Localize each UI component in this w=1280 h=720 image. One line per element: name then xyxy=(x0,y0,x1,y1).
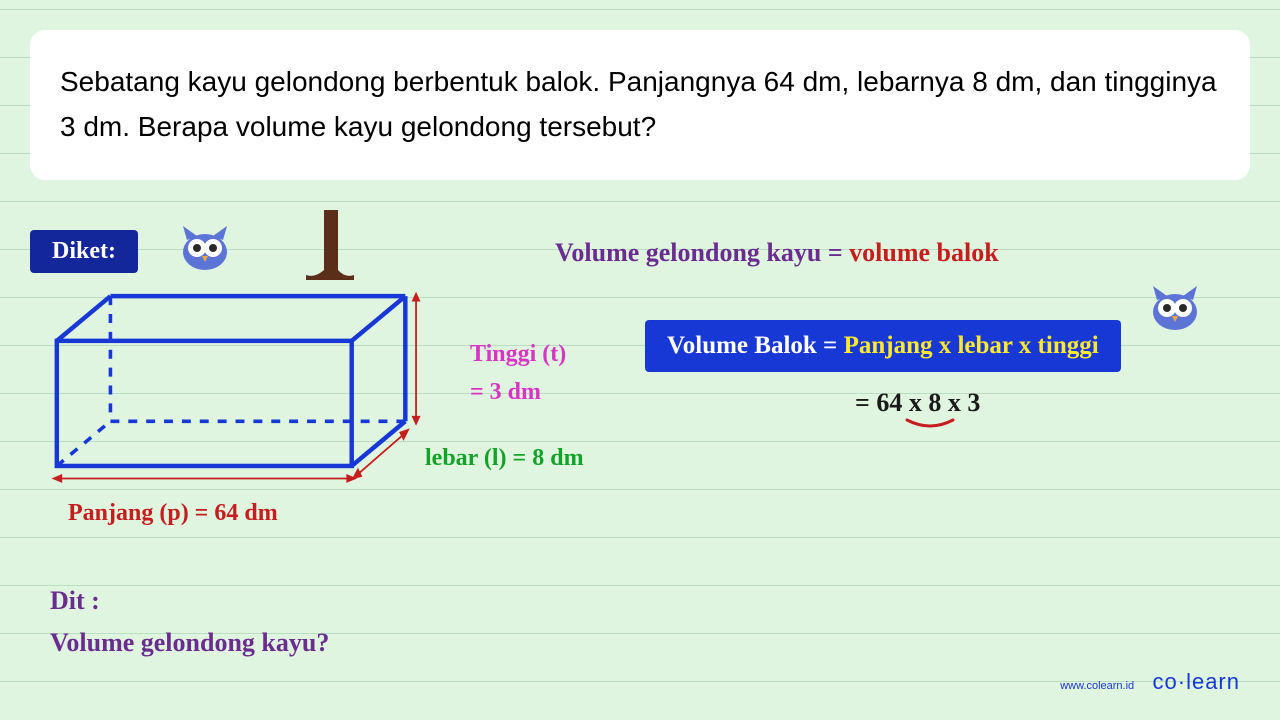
question-text: Sebatang kayu gelondong berbentuk balok.… xyxy=(60,66,1217,142)
formula-title-left: Volume gelondong kayu = xyxy=(555,238,849,267)
height-label-line2: = 3 dm xyxy=(470,379,541,405)
tree-icon xyxy=(300,210,360,280)
height-label: Tinggi (t) = 3 dm xyxy=(470,335,566,412)
branding: www.colearn.id co·learn xyxy=(1060,669,1240,695)
dit-label: Dit : xyxy=(50,586,100,615)
height-label-line1: Tinggi (t) xyxy=(470,341,566,367)
length-label: Panjang (p) = 64 dm xyxy=(68,500,278,527)
formula-box-left: Volume Balok = xyxy=(667,332,844,359)
emphasis-underline-icon xyxy=(905,418,955,430)
dit-question: Volume gelondong kayu? xyxy=(50,628,329,657)
formula-box: Volume Balok = Panjang x lebar x tinggi xyxy=(645,320,1121,372)
owl-mascot-icon xyxy=(1145,280,1205,330)
diket-label: Diket: xyxy=(52,238,116,264)
branding-url: www.colearn.id xyxy=(1060,680,1134,692)
dit-section: Dit : Volume gelondong kayu? xyxy=(50,580,329,663)
diket-badge: Diket: xyxy=(30,230,138,273)
question-box: Sebatang kayu gelondong berbentuk balok.… xyxy=(30,30,1250,180)
owl-mascot-icon xyxy=(175,220,235,270)
formula-title-right: volume balok xyxy=(849,238,999,267)
branding-logo: co·learn xyxy=(1153,669,1240,694)
calculation-line: = 64 x 8 x 3 xyxy=(855,388,980,418)
cuboid-diagram xyxy=(30,285,450,495)
formula-box-right: Panjang x lebar x tinggi xyxy=(844,332,1099,359)
formula-title: Volume gelondong kayu = volume balok xyxy=(555,238,999,268)
width-label: lebar (l) = 8 dm xyxy=(425,445,584,472)
